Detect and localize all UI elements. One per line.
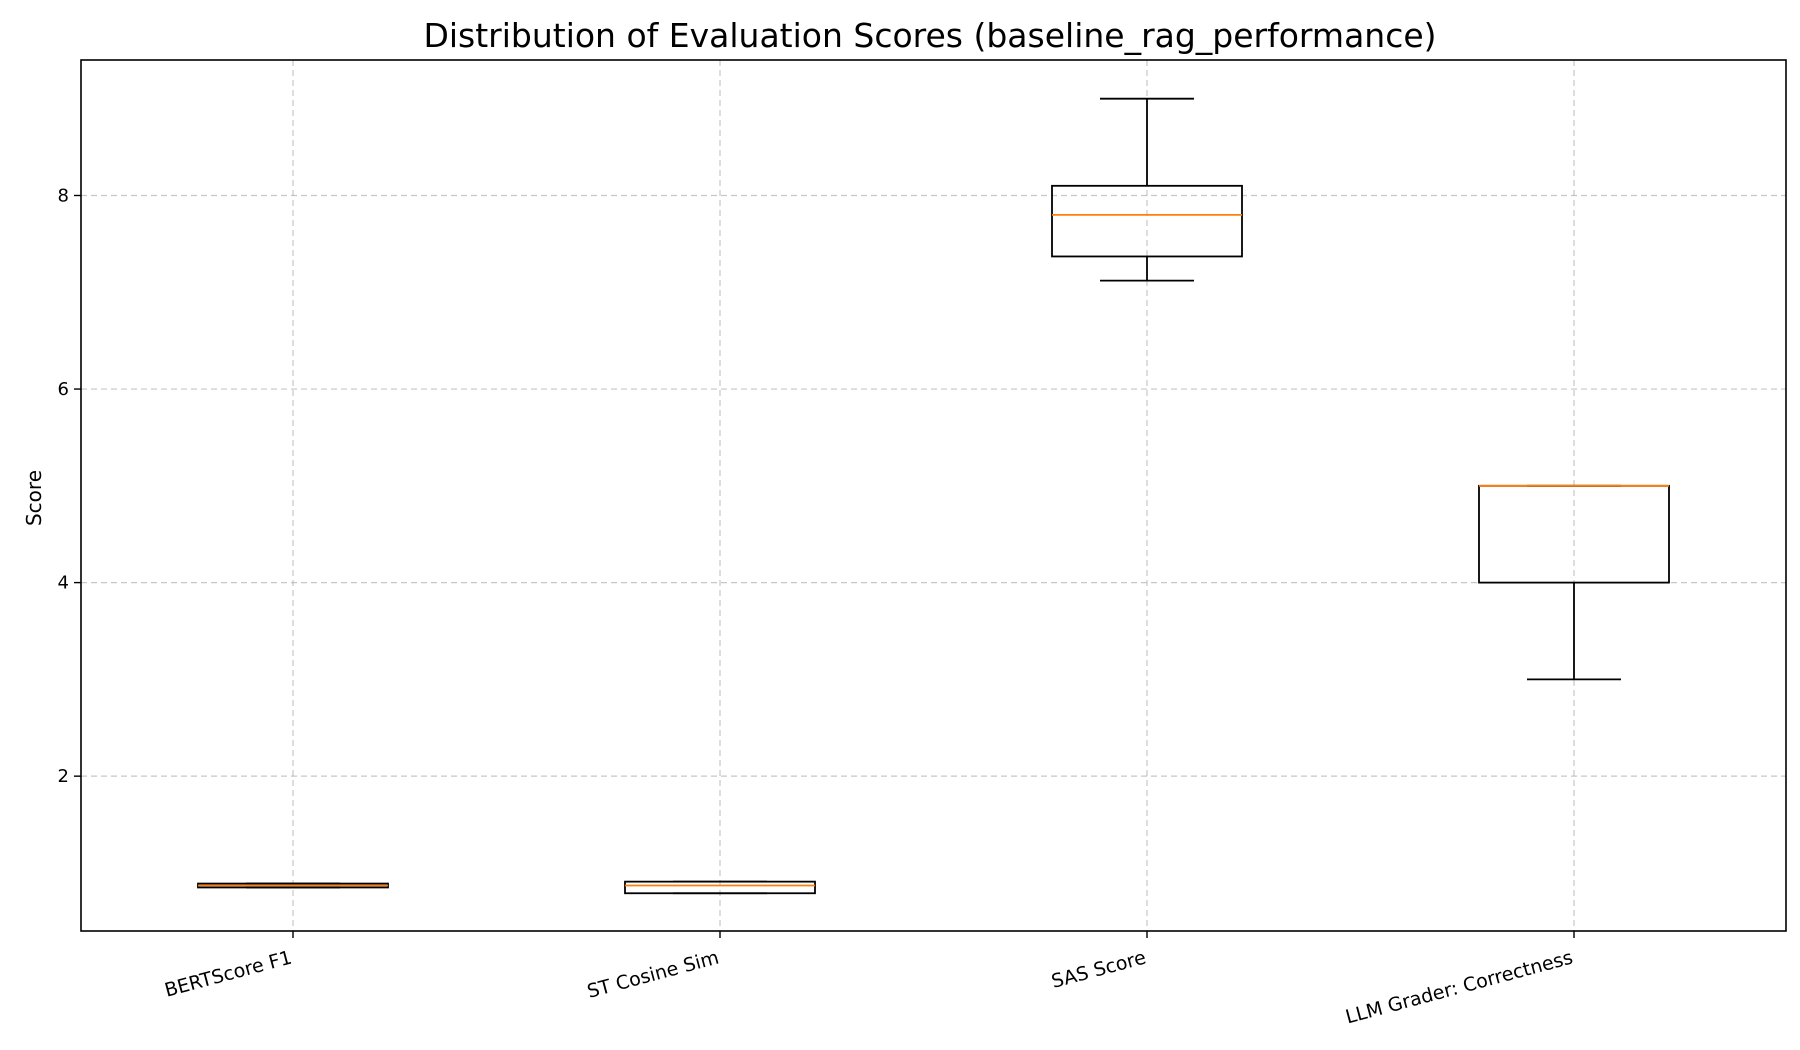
x-category-label: LLM Grader: Correctness <box>1343 947 1575 1029</box>
box-group <box>1051 97 1243 282</box>
box-group <box>197 882 389 889</box>
x-category-label: BERTScore F1 <box>162 947 294 1002</box>
y-axis-label: Score <box>22 470 46 526</box>
y-tick-label: 8 <box>58 185 69 206</box>
x-category-label: ST Cosine Sim <box>585 947 721 1003</box>
y-tick-label: 4 <box>58 573 69 594</box>
box-body <box>1051 184 1243 258</box>
x-category-label: SAS Score <box>1049 947 1148 993</box>
y-tick-label: 6 <box>58 379 69 400</box>
box-body <box>624 880 816 895</box>
box-group <box>624 880 816 895</box>
box-group <box>1478 484 1670 681</box>
chart-title: Distribution of Evaluation Scores (basel… <box>423 16 1436 55</box>
box-layer <box>197 97 1670 895</box>
axis-layer: 2 4 6 8 BERTScore F1 ST Cosine Sim SAS Score LL… <box>58 185 1576 1028</box>
grid-layer <box>81 60 1786 931</box>
plot-frame <box>80 59 1787 932</box>
y-tick-label: 2 <box>58 766 69 787</box>
